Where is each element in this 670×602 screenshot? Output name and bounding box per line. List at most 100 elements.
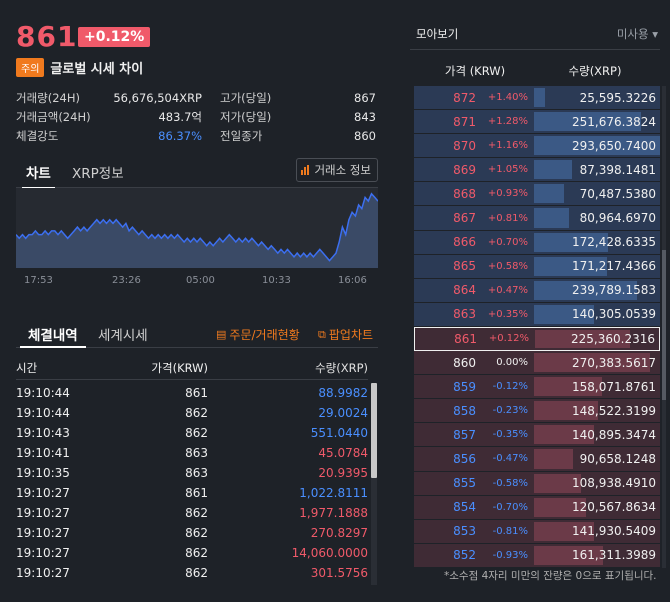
trade-row: 19:10:27 862 14,060.0000 — [16, 543, 368, 563]
stat-label: 고가(당일) — [220, 90, 272, 105]
orderbook-row-ask[interactable]: 869 +1.05% 87,398.1481 — [414, 158, 660, 183]
orderbook-qty: 251,676.3824 — [572, 114, 656, 129]
orderbook-qty-cell: 293,650.7400 — [534, 134, 660, 157]
trade-row: 19:10:27 861 1,022.8111 — [16, 483, 368, 503]
orderbook-row-ask[interactable]: 864 +0.47% 239,789.1583 — [414, 278, 660, 303]
orderbook-qty-cell: 161,311.3989 — [534, 544, 660, 567]
orderbook-row-ask[interactable]: 870 +1.16% 293,650.7400 — [414, 134, 660, 159]
orderbook-qty-cell: 80,964.6970 — [534, 206, 660, 229]
depth-bar — [534, 256, 608, 276]
x-tick-label: 05:00 — [186, 275, 215, 286]
trade-scrollbar-thumb[interactable] — [371, 383, 377, 478]
stat-value: 843 — [354, 109, 376, 124]
trade-time: 19:10:27 — [16, 506, 70, 520]
orderbook-qty-cell: 270,383.5617 — [534, 351, 660, 374]
order-status-link[interactable]: ▤ 주문/거래현황 — [216, 326, 300, 343]
trade-qty: 88.9982 — [318, 386, 368, 400]
warning-text[interactable]: 글로벌 시세 차이 — [50, 62, 144, 77]
orderbook-row-bid[interactable]: 859 -0.12% 158,071.8761 — [414, 375, 660, 400]
orderbook-qty: 148,522.3199 — [572, 403, 656, 418]
tab-trades[interactable]: 체결내역 — [20, 324, 86, 348]
trade-scrollbar[interactable] — [371, 383, 377, 585]
orderbook-scrollbar-thumb[interactable] — [662, 250, 666, 400]
grouping-select[interactable]: 미사용 ▾ — [617, 26, 658, 42]
bar-chart-icon — [301, 165, 310, 175]
trade-qty: 20.9395 — [318, 466, 368, 480]
stat-value: 56,676,504XRP — [113, 90, 202, 105]
trade-row: 19:10:44 861 88.9982 — [16, 383, 368, 403]
trade-time: 19:10:27 — [16, 546, 70, 560]
coin-detail-panel: 861 +0.12% 주의 글로벌 시세 차이 거래량(24H) 56,676,… — [16, 20, 378, 585]
orderbook-qty-cell: 108,938.4910 — [534, 472, 660, 495]
exchange-info-label: 거래소 정보 — [314, 163, 371, 177]
warning-badge: 주의 — [16, 58, 45, 77]
x-tick-label: 23:26 — [112, 275, 141, 286]
orderbook-row-bid[interactable]: 856 -0.47% 90,658.1248 — [414, 447, 660, 472]
trade-time: 19:10:44 — [16, 406, 70, 420]
chart-line — [16, 192, 378, 262]
header-price: 가격(KRW) — [151, 360, 208, 375]
header-qty: 수량(XRP) — [568, 64, 622, 78]
orderbook-price: 867 — [453, 211, 476, 226]
depth-bar — [534, 88, 546, 108]
popup-chart-link[interactable]: ⧉ 팝업차트 — [318, 326, 373, 343]
trade-price: 862 — [185, 526, 208, 540]
header-qty: 수량(XRP) — [315, 360, 368, 375]
orderbook-header: 가격 (KRW) 수량(XRP) — [410, 58, 660, 84]
orderbook-row-ask[interactable]: 868 +0.93% 70,487.5380 — [414, 182, 660, 207]
trade-price: 861 — [185, 386, 208, 400]
trade-time: 19:10:44 — [16, 386, 70, 400]
orderbook-panel: 모아보기 미사용 ▾ 가격 (KRW) 수량(XRP) 872 +1.40% 25,… — [410, 0, 670, 602]
market-stats: 거래량(24H) 56,676,504XRP 고가(당일) 867 거래금액(2… — [16, 88, 376, 145]
orderbook-price: 852 — [453, 548, 476, 563]
trade-row: 19:10:44 862 29.0024 — [16, 403, 368, 423]
exchange-info-button[interactable]: 거래소 정보 — [296, 158, 378, 182]
orderbook-qty: 90,658.1248 — [579, 451, 656, 466]
trade-price: 863 — [185, 466, 208, 480]
orderbook-qty: 108,938.4910 — [572, 476, 656, 491]
orderbook-row-ask[interactable]: 865 +0.58% 171,217.4366 — [414, 254, 660, 279]
orderbook-qty: 172,428.6335 — [572, 235, 656, 250]
orderbook-row-ask[interactable]: 872 +1.40% 25,595.3226 — [414, 86, 660, 111]
orderbook-price: 870 — [453, 138, 476, 153]
orderbook-row-bid[interactable]: 853 -0.81% 141,930.5409 — [414, 519, 660, 544]
orderbook-row-bid[interactable]: 857 -0.35% 140,895.3474 — [414, 423, 660, 448]
orderbook-qty: 80,964.6970 — [579, 211, 656, 226]
orderbook-qty: 25,595.3226 — [579, 90, 656, 105]
orderbook-price: 872 — [453, 90, 476, 105]
orderbook-change: -0.93% — [492, 549, 528, 561]
orderbook-price: 854 — [453, 500, 476, 515]
tab-world-prices[interactable]: 세계시세 — [98, 328, 148, 344]
trade-price: 862 — [185, 546, 208, 560]
price-change-badge: +0.12% — [78, 27, 151, 47]
orderbook-change: +1.28% — [487, 116, 528, 128]
header-time: 시간 — [16, 360, 38, 375]
chart-tabs: 차트 XRP정보 거래소 정보 — [16, 158, 378, 189]
tab-chart[interactable]: 차트 — [22, 162, 55, 189]
trade-tabs: 체결내역 세계시세 ▤ 주문/거래현황 ⧉ 팝업차트 — [16, 320, 378, 348]
depth-bar — [534, 521, 595, 541]
orderbook-row-bid[interactable]: 855 -0.58% 108,938.4910 — [414, 471, 660, 496]
trade-row: 19:10:268623,000.0000 — [16, 583, 368, 585]
trade-qty: 301.5756 — [310, 566, 368, 580]
trade-price: 862 — [185, 506, 208, 520]
orderbook-row-bid[interactable]: 854 -0.70% 120,567.8634 — [414, 495, 660, 520]
orderbook-row-ask[interactable]: 871 +1.28% 251,676.3824 — [414, 110, 660, 135]
orderbook-row-ask[interactable]: 867 +0.81% 80,964.6970 — [414, 206, 660, 231]
price-chart[interactable]: 17:53 23:26 05:00 10:33 16:06 — [16, 188, 378, 288]
orderbook-toolbar: 모아보기 미사용 ▾ — [410, 22, 660, 50]
orderbook-qty-cell: 25,595.3226 — [534, 86, 660, 109]
orderbook-row-bid[interactable]: 858 -0.23% 148,522.3199 — [414, 399, 660, 424]
tab-xrp-info[interactable]: XRP정보 — [72, 166, 124, 182]
orderbook-row-ask[interactable]: 866 +0.70% 172,428.6335 — [414, 230, 660, 255]
orderbook-qty: 141,930.5409 — [572, 524, 656, 539]
orderbook-row-ask[interactable]: 863 +0.35% 140,305.0539 — [414, 302, 660, 327]
orderbook-price: 864 — [453, 283, 476, 298]
orderbook-change: -0.47% — [492, 453, 528, 465]
orderbook-qty: 158,071.8761 — [572, 379, 656, 394]
trade-price: 863 — [185, 446, 208, 460]
orderbook-row-bid[interactable]: 852 -0.93% 161,311.3989 — [414, 543, 660, 568]
orderbook-row-current[interactable]: 861 +0.12% 225,360.2316 — [414, 326, 660, 352]
depth-bar — [534, 401, 599, 421]
orderbook-row-bid[interactable]: 860 0.00% 270,383.5617 — [414, 351, 660, 376]
